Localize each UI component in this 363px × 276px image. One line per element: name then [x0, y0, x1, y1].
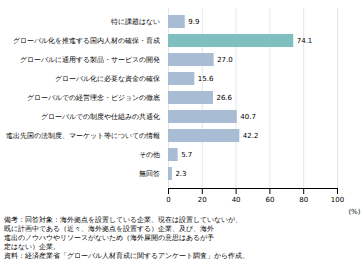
svg-text:9.9: 9.9: [188, 18, 199, 26]
svg-text:無回答: 無回答: [139, 170, 160, 178]
svg-text:グローバル化を推進する国内人材の確保・育成: グローバル化を推進する国内人材の確保・育成: [13, 36, 160, 45]
svg-text:グローバル化に必要な資金の確保: グローバル化に必要な資金の確保: [55, 75, 160, 83]
svg-text:60: 60: [265, 196, 274, 204]
html-text:備考：回答対象：海外拠点を設置している企業、現在は設置してい: 備考：回答対象：海外拠点を設置している企業、現在は設置していないが、: [4, 216, 242, 224]
svg-text:40: 40: [232, 196, 241, 204]
svg-text:グローバルに通用する製品・サービスの開発: グローバルに通用する製品・サービスの開発: [20, 56, 160, 64]
svg-text:5.7: 5.7: [181, 151, 192, 159]
svg-text:80: 80: [299, 196, 308, 204]
svg-text:100: 100: [331, 196, 344, 204]
html-text:定はない）企業。: 定はない）企業。: [4, 243, 60, 252]
svg-text:特に課題はない: 特に課題はない: [111, 18, 160, 26]
svg-text:その他: その他: [139, 151, 160, 159]
svg-text:27.0: 27.0: [217, 56, 233, 64]
svg-text:74.1: 74.1: [297, 37, 313, 45]
svg-text:グローバルでの制度や仕組みの共通化: グローバルでの制度や仕組みの共通化: [41, 113, 160, 121]
html-text:進出のノウハウやリソースがないため（海外展開の意思はあるが予: 進出のノウハウやリソースがないため（海外展開の意思はあるが予: [4, 234, 214, 243]
svg-text:26.6: 26.6: [216, 94, 232, 102]
svg-text:40.7: 40.7: [240, 113, 256, 121]
svg-text:2.3: 2.3: [175, 170, 186, 178]
html-text:既に計画中である（近々、海外拠点を設置する）企業、及び、海外: 既に計画中である（近々、海外拠点を設置する）企業、及び、海外: [4, 225, 214, 234]
html-text:資料：経済産業省「グローバル人材育成に関するアンケート調査」: 資料：経済産業省「グローバル人材育成に関するアンケート調査」から作成。: [4, 252, 249, 261]
svg-text:0: 0: [166, 196, 170, 204]
svg-text:42.2: 42.2: [243, 132, 259, 140]
svg-text:進出先国の法制度、マーケット等についての情報: 進出先国の法制度、マーケット等についての情報: [6, 132, 160, 140]
svg-text:15.6: 15.6: [198, 75, 214, 83]
svg-text:グローバルでの経営理念・ビジョンの徹底: グローバルでの経営理念・ビジョンの徹底: [27, 94, 160, 102]
svg-text:(%): (%): [348, 208, 360, 216]
svg-text:20: 20: [198, 196, 207, 204]
